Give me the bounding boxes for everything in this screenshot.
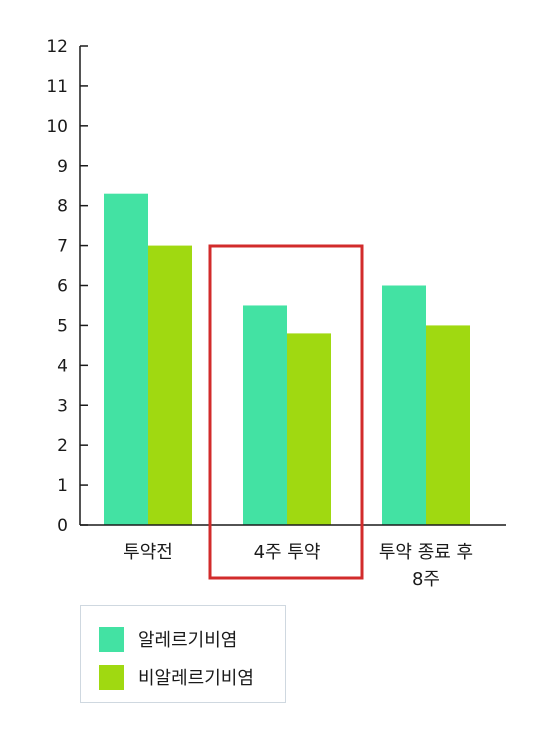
y-tick-label: 1: [57, 476, 68, 496]
legend-swatch: [99, 626, 124, 652]
category-labels: 투약전 4주 투약 투약 종료 후 8주: [123, 542, 473, 590]
bar: [426, 325, 470, 525]
y-tick-label: 0: [57, 516, 68, 536]
y-tick-label: 6: [57, 277, 68, 297]
highlight-box: [208, 244, 364, 580]
y-tick-label: 10: [46, 117, 68, 137]
y-tick-label: 3: [57, 396, 68, 416]
legend-swatch: [99, 664, 124, 690]
y-tick-label: 2: [57, 436, 68, 456]
y-tick-label: 11: [46, 77, 68, 97]
bar: [104, 193, 148, 526]
category-label: 4주 투약: [254, 542, 321, 563]
y-tick-label: 4: [57, 356, 68, 376]
y-tick-label: 12: [46, 37, 68, 57]
legend: 알레르기비염 비알레르기비염: [80, 605, 286, 703]
bar: [243, 305, 287, 525]
bar: [287, 333, 331, 525]
bar: [382, 285, 426, 525]
y-tick-label: 7: [57, 237, 68, 257]
category-label: 투약 종료 후: [379, 542, 473, 563]
legend-label: 비알레르기비염: [138, 668, 254, 689]
category-label: 투약전: [123, 542, 173, 563]
legend-label: 알레르기비염: [138, 630, 238, 651]
bar: [148, 245, 192, 526]
y-tick-label: 9: [57, 157, 68, 177]
y-tick-label: 8: [57, 197, 68, 217]
legend-item-allergic-rhinitis: 알레르기비염: [99, 626, 237, 652]
category-label: 8주: [412, 569, 440, 590]
y-tick-label: 5: [57, 316, 68, 336]
bars: [104, 193, 470, 526]
legend-item-nonallergic-rhinitis: 비알레르기비염: [99, 664, 254, 690]
